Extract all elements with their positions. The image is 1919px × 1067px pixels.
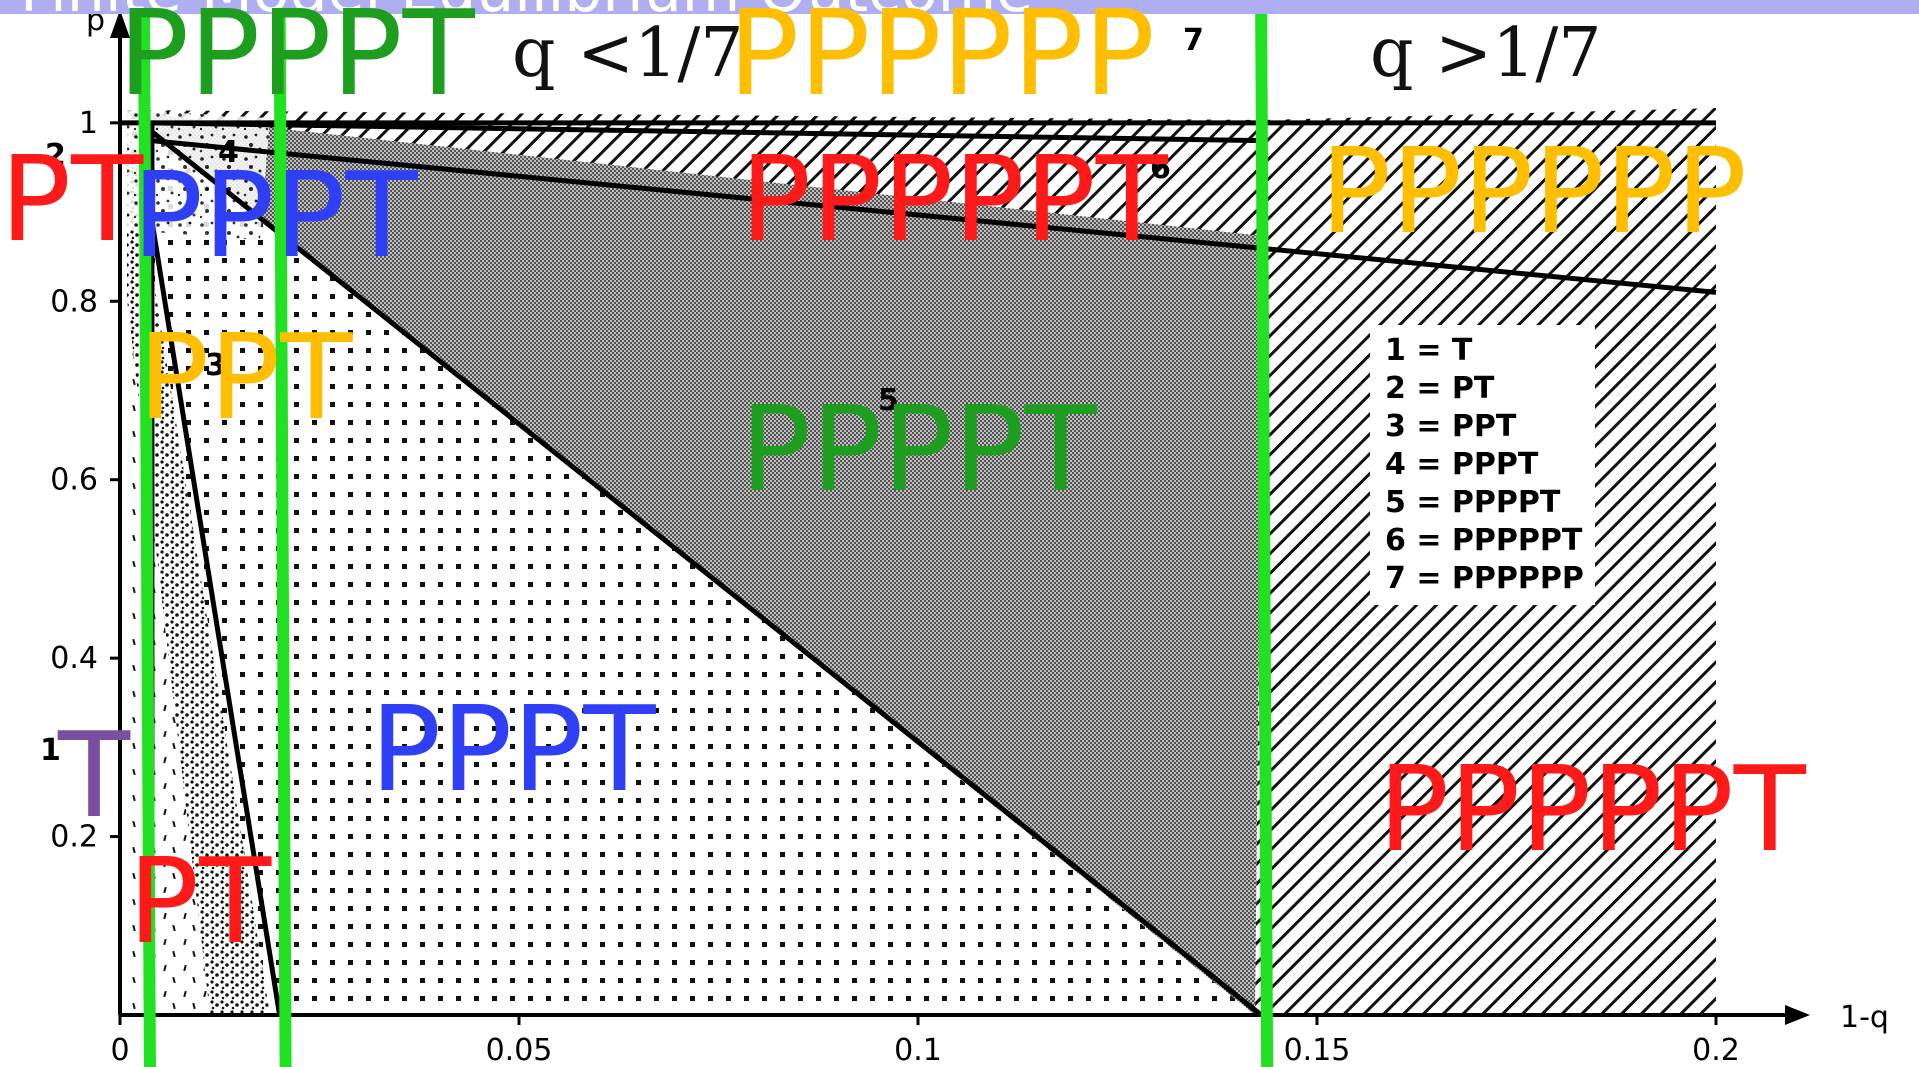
overlay-label: PPPPT: [118, 0, 475, 122]
region-number: 3: [205, 348, 226, 383]
legend-entry: 6 = PPPPPT: [1385, 523, 1583, 558]
x-tick-label: 0.05: [486, 1033, 553, 1067]
region-3-speckle: [127, 112, 270, 1015]
x-tick-label: 0.15: [1284, 1033, 1351, 1067]
overlay-label: PPT: [138, 308, 353, 446]
x-tick-label: 0.2: [1692, 1033, 1740, 1067]
y-tick-label: 1: [79, 106, 98, 141]
annotation-q-less: q <1/7: [512, 14, 744, 93]
legend-entry: 5 = PPPPT: [1385, 485, 1561, 520]
legend-entry: 7 = PPPPPP: [1385, 561, 1584, 596]
overlay-label: PPPPPP: [728, 0, 1155, 122]
overlay-label: PPPPPT: [740, 130, 1168, 268]
y-tick-label: 0.2: [50, 820, 98, 855]
boundary-line: [149, 220, 283, 1016]
boundary-line: [150, 129, 1263, 1017]
x-axis-label: 1-q: [1840, 1000, 1889, 1035]
legend-entry: 1 = T: [1385, 333, 1473, 368]
x-tick-label: 0.1: [894, 1033, 942, 1067]
overlay-label: PT: [128, 832, 272, 970]
vertical-guides: [137, 9, 1274, 1067]
y-tick-label: 0.8: [50, 284, 98, 319]
y-tick-label: 0.6: [50, 463, 98, 498]
region-number: 2: [45, 138, 66, 173]
region-number: 7: [1183, 23, 1204, 58]
overlay-label: T: [58, 706, 131, 844]
region-7-hatch: [127, 108, 1716, 284]
vertical-guide-line: [1255, 9, 1274, 1067]
legend-box: [1370, 325, 1595, 605]
overlay-label: PPPT: [370, 680, 656, 818]
x-tick-label: 0: [110, 1033, 129, 1067]
region-number: 4: [218, 135, 239, 170]
region-number: 5: [878, 383, 899, 418]
x-axis-arrow: [1785, 1005, 1810, 1025]
legend-entry: 4 = PPPT: [1385, 447, 1539, 482]
title-bar: Finite Model Equilibrium Outcome: [0, 0, 1919, 14]
y-tick-label: 0.4: [50, 641, 98, 676]
vertical-guide-line: [137, 9, 156, 1067]
annotation-q-greater: q >1/7: [1370, 14, 1602, 93]
overlay-label: PPPPPT: [1378, 740, 1806, 878]
overlay-label: PPPPT: [740, 380, 1097, 518]
overlay-label: PT: [0, 130, 144, 268]
page-title: Finite Model Equilibrium Outcome: [20, 0, 1033, 14]
boundary-line: [151, 120, 1262, 144]
legend-entry: 3 = PPT: [1385, 409, 1517, 444]
overlay-label: PPPPPP: [1320, 122, 1747, 260]
region-number: 6: [1150, 151, 1171, 186]
region-number: 1: [40, 733, 61, 768]
vertical-guide-line: [273, 9, 292, 1067]
boundary-line: [151, 138, 1717, 295]
axes: 0 0.05 0.1 0.15 0.20.20.40.60.811-qp: [50, 3, 1889, 1067]
y-axis-arrow: [110, 10, 130, 38]
overlay-label: PPPT: [132, 146, 418, 284]
legend-entry: 2 = PT: [1385, 371, 1495, 406]
